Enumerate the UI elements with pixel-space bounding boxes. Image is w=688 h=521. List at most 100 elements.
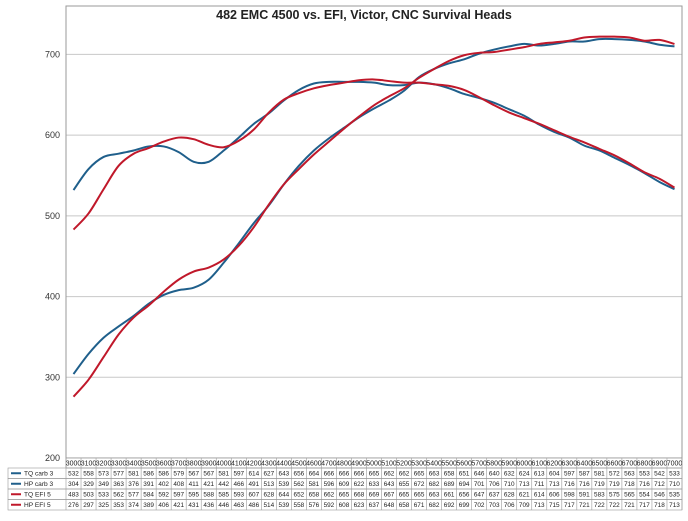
- data-label: 411: [189, 481, 200, 488]
- data-label: 656: [459, 492, 470, 499]
- data-label: 553: [639, 471, 650, 478]
- series-line-tq-efi-5: [72, 78, 675, 231]
- data-label: 718: [624, 481, 635, 488]
- x-tick-label: 5900: [501, 461, 517, 468]
- data-label: 597: [173, 492, 184, 499]
- data-label: 325: [98, 502, 109, 509]
- data-label: 706: [489, 481, 500, 488]
- x-tick-label: 6300: [562, 461, 578, 468]
- x-tick-label: 6500: [592, 461, 608, 468]
- data-label: 572: [609, 471, 620, 478]
- data-label: 666: [354, 471, 365, 478]
- data-label: 592: [158, 492, 169, 499]
- x-tick-label: 3600: [156, 461, 172, 468]
- data-label: 701: [474, 481, 485, 488]
- data-label: 586: [158, 471, 169, 478]
- data-label: 558: [294, 502, 305, 509]
- x-tick-label: 5800: [486, 461, 502, 468]
- data-label: 604: [549, 471, 560, 478]
- data-label: 717: [564, 502, 575, 509]
- x-tick-label: 6000: [516, 461, 532, 468]
- data-label: 668: [354, 492, 365, 499]
- x-tick-label: 3800: [186, 461, 202, 468]
- x-tick-label: 3300: [111, 461, 127, 468]
- x-tick-label: 4700: [321, 461, 337, 468]
- y-tick-label: 500: [45, 211, 60, 221]
- data-label: 665: [414, 492, 425, 499]
- data-label: 713: [534, 502, 545, 509]
- data-label: 665: [399, 492, 410, 499]
- data-label: 652: [294, 492, 305, 499]
- y-tick-label: 400: [45, 292, 60, 302]
- x-tick-label: 3900: [201, 461, 217, 468]
- legend-label: TQ EFI 5: [24, 492, 51, 499]
- x-tick-label: 4500: [291, 461, 307, 468]
- data-label: 595: [188, 492, 199, 499]
- data-label: 562: [294, 481, 305, 488]
- x-tick-label: 3000: [66, 461, 82, 468]
- data-label: 577: [113, 471, 124, 478]
- data-label: 463: [233, 502, 244, 509]
- data-label: 632: [504, 471, 515, 478]
- data-label: 581: [594, 471, 605, 478]
- series-line-tq-carb-3: [72, 80, 675, 191]
- legend-label: HP carb 3: [24, 481, 54, 488]
- data-label: 671: [414, 502, 425, 509]
- data-label: 669: [369, 492, 380, 499]
- data-label: 562: [113, 492, 124, 499]
- data-label: 682: [429, 481, 440, 488]
- data-label: 709: [519, 502, 530, 509]
- data-label: 628: [263, 492, 274, 499]
- data-label: 297: [83, 502, 94, 509]
- x-tick-label: 5700: [471, 461, 487, 468]
- data-label: 406: [158, 502, 169, 509]
- data-label: 722: [594, 502, 605, 509]
- x-tick-label: 4600: [306, 461, 322, 468]
- data-label: 716: [564, 481, 575, 488]
- data-label: 581: [128, 471, 139, 478]
- plot-area: [65, 5, 683, 459]
- data-label: 622: [354, 481, 365, 488]
- x-tick-label: 6200: [547, 461, 563, 468]
- data-label: 577: [128, 492, 139, 499]
- data-label: 614: [248, 471, 259, 478]
- data-label: 637: [369, 502, 380, 509]
- x-tick-label: 6400: [577, 461, 593, 468]
- data-label: 689: [444, 481, 455, 488]
- data-label: 592: [324, 502, 335, 509]
- data-label: 624: [519, 471, 530, 478]
- x-tick-label: 6700: [622, 461, 638, 468]
- data-label: 716: [579, 481, 590, 488]
- series-line-hp-carb-3: [72, 37, 675, 375]
- data-label: 546: [654, 492, 665, 499]
- data-label: 712: [654, 481, 665, 488]
- x-tick-label: 4200: [246, 461, 262, 468]
- x-tick-label: 4900: [351, 461, 367, 468]
- data-label: 466: [233, 481, 244, 488]
- data-label: 666: [324, 471, 335, 478]
- data-label: 710: [669, 481, 680, 488]
- data-label: 402: [158, 481, 169, 488]
- data-label: 715: [549, 502, 560, 509]
- data-label: 651: [459, 471, 470, 478]
- data-label: 442: [218, 481, 229, 488]
- y-axis: 200 300 400 500 600 700: [45, 49, 60, 463]
- data-label: 591: [579, 492, 590, 499]
- data-label: 722: [609, 502, 620, 509]
- data-label: 573: [98, 471, 109, 478]
- data-label: 646: [474, 471, 485, 478]
- data-label: 554: [639, 492, 650, 499]
- data-label: 421: [173, 502, 184, 509]
- data-label: 719: [594, 481, 605, 488]
- data-label: 586: [143, 471, 154, 478]
- chart-title: 482 EMC 4500 vs. EFI, Victor, CNC Surviv…: [216, 8, 512, 22]
- data-label: 655: [399, 481, 410, 488]
- data-label: 702: [474, 502, 485, 509]
- data-label: 706: [504, 502, 515, 509]
- data-label: 663: [429, 471, 440, 478]
- data-label: 667: [384, 492, 395, 499]
- data-label: 718: [654, 502, 665, 509]
- y-tick-label: 200: [45, 453, 60, 463]
- data-label: 694: [459, 481, 470, 488]
- data-label: 349: [98, 481, 109, 488]
